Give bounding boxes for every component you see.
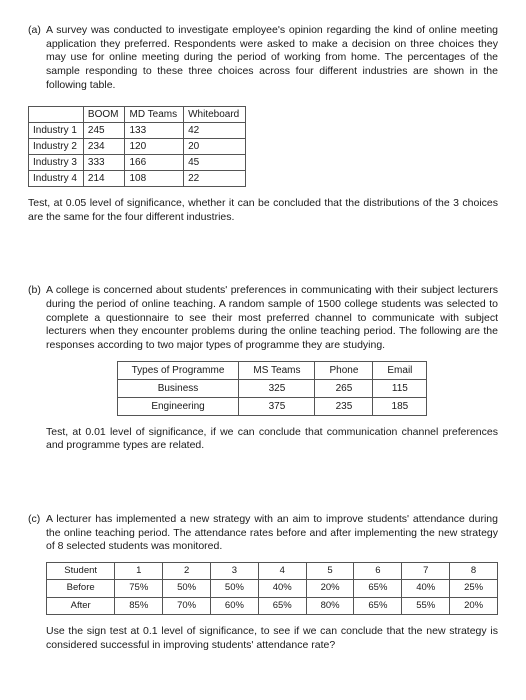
- section-a-post: Test, at 0.05 level of significance, whe…: [28, 197, 498, 224]
- table-a-h0: [29, 107, 84, 123]
- table-b-row: Business 325 265 115: [117, 379, 427, 397]
- table-c: Student 1 2 3 4 5 6 7 8 Before 75% 50% 5…: [46, 562, 498, 615]
- section-b: (b) A college is concerned about student…: [28, 284, 498, 452]
- section-a-marker: (a): [28, 24, 46, 100]
- section-c: (c) A lecturer has implemented a new str…: [28, 513, 498, 652]
- table-a: BOOM MD Teams Whiteboard Industry 1 245 …: [28, 106, 246, 187]
- table-b-header-row: Types of Programme MS Teams Phone Email: [117, 361, 427, 379]
- section-a-intro: A survey was conducted to investigate em…: [46, 24, 498, 92]
- table-a-row: Industry 1 245 133 42: [29, 123, 246, 139]
- table-a-row: Industry 4 214 108 22: [29, 171, 246, 187]
- table-b: Types of Programme MS Teams Phone Email …: [117, 361, 428, 416]
- section-b-post: Test, at 0.01 level of significance, if …: [46, 426, 498, 453]
- section-c-intro: A lecturer has implemented a new strateg…: [46, 513, 498, 554]
- section-a-body: A survey was conducted to investigate em…: [46, 24, 498, 100]
- table-c-row: Before 75% 50% 50% 40% 20% 65% 40% 25%: [47, 580, 498, 597]
- section-b-body: A college is concerned about students' p…: [46, 284, 498, 452]
- table-a-h3: Whiteboard: [184, 107, 246, 123]
- table-a-h2: MD Teams: [125, 107, 184, 123]
- table-b-row: Engineering 375 235 185: [117, 397, 427, 415]
- table-c-row: After 85% 70% 60% 65% 80% 65% 55% 20%: [47, 597, 498, 614]
- table-a-row: Industry 2 234 120 20: [29, 139, 246, 155]
- section-b-intro: A college is concerned about students' p…: [46, 284, 498, 352]
- section-c-body: A lecturer has implemented a new strateg…: [46, 513, 498, 652]
- section-c-marker: (c): [28, 513, 46, 652]
- section-c-post: Use the sign test at 0.1 level of signif…: [46, 625, 498, 652]
- table-a-row: Industry 3 333 166 45: [29, 155, 246, 171]
- table-c-header-row: Student 1 2 3 4 5 6 7 8: [47, 562, 498, 579]
- table-a-h1: BOOM: [83, 107, 125, 123]
- section-b-marker: (b): [28, 284, 46, 452]
- table-a-header-row: BOOM MD Teams Whiteboard: [29, 107, 246, 123]
- section-a: (a) A survey was conducted to investigat…: [28, 24, 498, 100]
